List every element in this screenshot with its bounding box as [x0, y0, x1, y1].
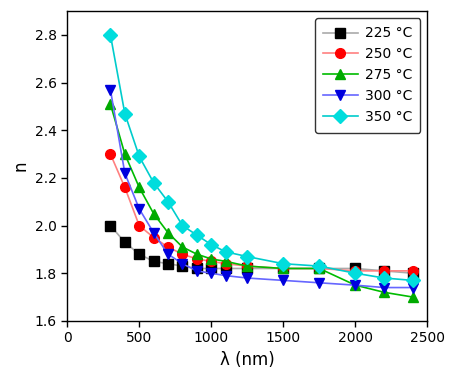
275 °C — [316, 266, 321, 271]
Legend: 225 °C, 250 °C, 275 °C, 300 °C, 350 °C: 225 °C, 250 °C, 275 °C, 300 °C, 350 °C — [314, 18, 420, 133]
350 °C — [122, 111, 127, 116]
350 °C — [280, 261, 285, 266]
Y-axis label: n: n — [11, 161, 29, 171]
300 °C — [380, 285, 386, 290]
350 °C — [179, 223, 185, 228]
350 °C — [136, 154, 142, 159]
225 °C — [316, 266, 321, 271]
250 °C — [107, 152, 113, 157]
250 °C — [222, 261, 228, 266]
225 °C — [107, 223, 113, 228]
275 °C — [151, 211, 156, 216]
250 °C — [380, 269, 386, 273]
350 °C — [194, 233, 199, 238]
275 °C — [165, 230, 171, 235]
300 °C — [280, 278, 285, 283]
225 °C — [380, 269, 386, 273]
350 °C — [316, 264, 321, 268]
350 °C — [380, 276, 386, 280]
250 °C — [280, 266, 285, 271]
350 °C — [244, 254, 249, 259]
225 °C — [122, 240, 127, 245]
Line: 300 °C: 300 °C — [106, 85, 417, 293]
300 °C — [136, 207, 142, 211]
Line: 275 °C: 275 °C — [106, 99, 417, 302]
300 °C — [179, 261, 185, 266]
225 °C — [280, 266, 285, 271]
300 °C — [244, 276, 249, 280]
225 °C — [222, 266, 228, 271]
250 °C — [316, 266, 321, 271]
250 °C — [352, 269, 357, 273]
225 °C — [352, 266, 357, 271]
225 °C — [410, 271, 415, 276]
225 °C — [165, 261, 171, 266]
225 °C — [179, 264, 185, 268]
250 °C — [136, 223, 142, 228]
250 °C — [244, 264, 249, 268]
225 °C — [194, 266, 199, 271]
250 °C — [151, 235, 156, 240]
225 °C — [208, 266, 213, 271]
350 °C — [222, 250, 228, 254]
300 °C — [107, 87, 113, 92]
Line: 250 °C: 250 °C — [106, 149, 417, 276]
250 °C — [179, 252, 185, 257]
275 °C — [280, 266, 285, 271]
300 °C — [122, 171, 127, 176]
275 °C — [107, 102, 113, 106]
225 °C — [136, 252, 142, 257]
350 °C — [151, 180, 156, 185]
250 °C — [194, 256, 199, 261]
275 °C — [410, 295, 415, 299]
275 °C — [222, 259, 228, 264]
300 °C — [151, 230, 156, 235]
275 °C — [122, 152, 127, 157]
300 °C — [194, 269, 199, 273]
300 °C — [222, 273, 228, 278]
300 °C — [316, 280, 321, 285]
275 °C — [194, 252, 199, 257]
X-axis label: λ (nm): λ (nm) — [219, 351, 274, 369]
225 °C — [151, 259, 156, 264]
Line: 225 °C: 225 °C — [106, 221, 417, 278]
250 °C — [122, 185, 127, 190]
275 °C — [136, 185, 142, 190]
250 °C — [208, 259, 213, 264]
225 °C — [244, 266, 249, 271]
300 °C — [165, 252, 171, 257]
250 °C — [165, 245, 171, 249]
350 °C — [352, 271, 357, 276]
350 °C — [165, 200, 171, 204]
350 °C — [410, 278, 415, 283]
275 °C — [179, 245, 185, 249]
275 °C — [244, 264, 249, 268]
300 °C — [208, 271, 213, 276]
Line: 350 °C: 350 °C — [106, 30, 417, 285]
250 °C — [410, 269, 415, 273]
350 °C — [107, 33, 113, 37]
275 °C — [208, 256, 213, 261]
300 °C — [352, 283, 357, 287]
275 °C — [352, 283, 357, 287]
300 °C — [410, 285, 415, 290]
275 °C — [380, 290, 386, 294]
350 °C — [208, 242, 213, 247]
